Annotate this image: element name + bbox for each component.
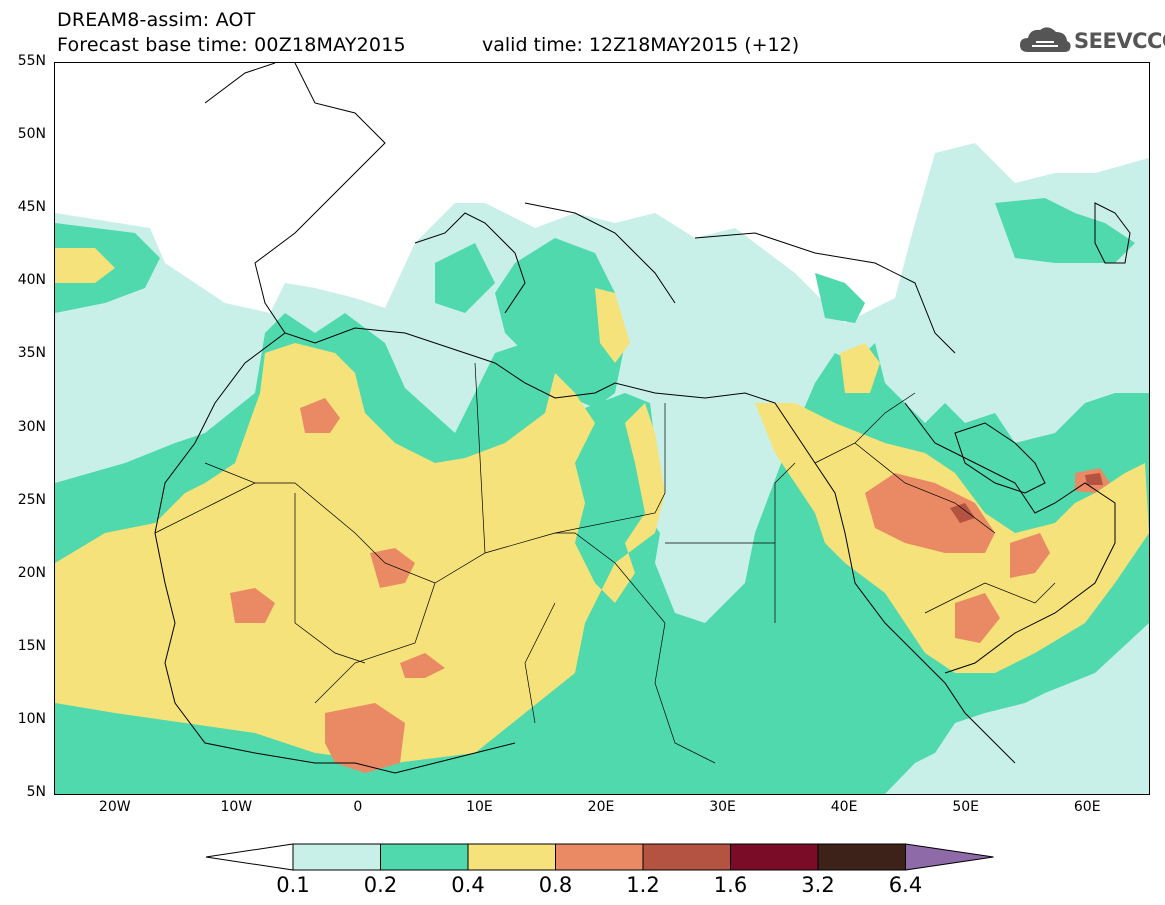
- logo-text: SEEVCCC: [1074, 29, 1165, 53]
- aot-map: [54, 62, 1150, 795]
- seevccc-logo: SEEVCCC: [1018, 24, 1165, 58]
- colorbar-tick-label: 0.2: [363, 873, 398, 897]
- lon-label: 20W: [98, 799, 131, 815]
- lat-label: 40N: [17, 272, 46, 289]
- colorbar-segment: [817, 843, 906, 871]
- colorbar-tick-label: 0.4: [451, 873, 485, 897]
- colorbar: [205, 843, 994, 871]
- lon-label: 50E: [952, 799, 979, 815]
- colorbar-segment: [555, 843, 644, 871]
- lon-label: 60E: [1073, 799, 1101, 815]
- lon-label: 40E: [830, 799, 858, 815]
- coastlines: [154, 63, 1131, 774]
- lat-label: 55N: [17, 53, 46, 69]
- colorbar-segment: [730, 843, 819, 871]
- colorbar-tick-label: 3.2: [801, 873, 835, 897]
- lon-label: 20E: [587, 799, 615, 815]
- colorbar-over-arrow: [905, 843, 994, 871]
- colorbar-under-arrow: [205, 843, 294, 871]
- lat-label: 30N: [17, 418, 46, 435]
- forecast-base-time: Forecast base time: 00Z18MAY2015: [57, 34, 406, 56]
- cloud-icon: [1020, 27, 1071, 52]
- lon-label: 30E: [709, 799, 736, 815]
- country-borders: [154, 362, 1056, 764]
- lat-label: 35N: [17, 345, 46, 362]
- map-title: DREAM8-assim: AOT: [57, 9, 256, 31]
- aot-level-0-8: [230, 398, 1110, 773]
- lat-label: 45N: [17, 199, 46, 216]
- colorbar-tick-label: 6.4: [888, 873, 923, 897]
- colorbar-segment: [380, 843, 469, 871]
- colorbar-tick-label: 1.6: [713, 873, 748, 897]
- lat-label: 10N: [17, 710, 46, 727]
- aot-level-1-2: [950, 473, 1103, 523]
- lon-label: 10E: [466, 799, 493, 815]
- lat-label: 15N: [17, 637, 46, 654]
- colorbar-tick-label: 0.1: [276, 873, 310, 897]
- lat-label: 20N: [17, 564, 46, 581]
- aot-field: [55, 63, 1149, 794]
- colorbar-segment: [292, 843, 381, 871]
- colorbar-segment: [642, 843, 731, 871]
- lon-label: 0: [353, 799, 363, 815]
- colorbar-tick-label: 0.8: [538, 873, 573, 897]
- lat-label: 25N: [17, 491, 46, 508]
- lat-label: 5N: [26, 784, 46, 800]
- lon-label: 10W: [220, 799, 253, 815]
- valid-time: valid time: 12Z18MAY2015 (+12): [482, 34, 800, 56]
- colorbar-segment: [467, 843, 556, 871]
- colorbar-tick-label: 1.2: [626, 873, 660, 897]
- lat-label: 50N: [17, 126, 46, 143]
